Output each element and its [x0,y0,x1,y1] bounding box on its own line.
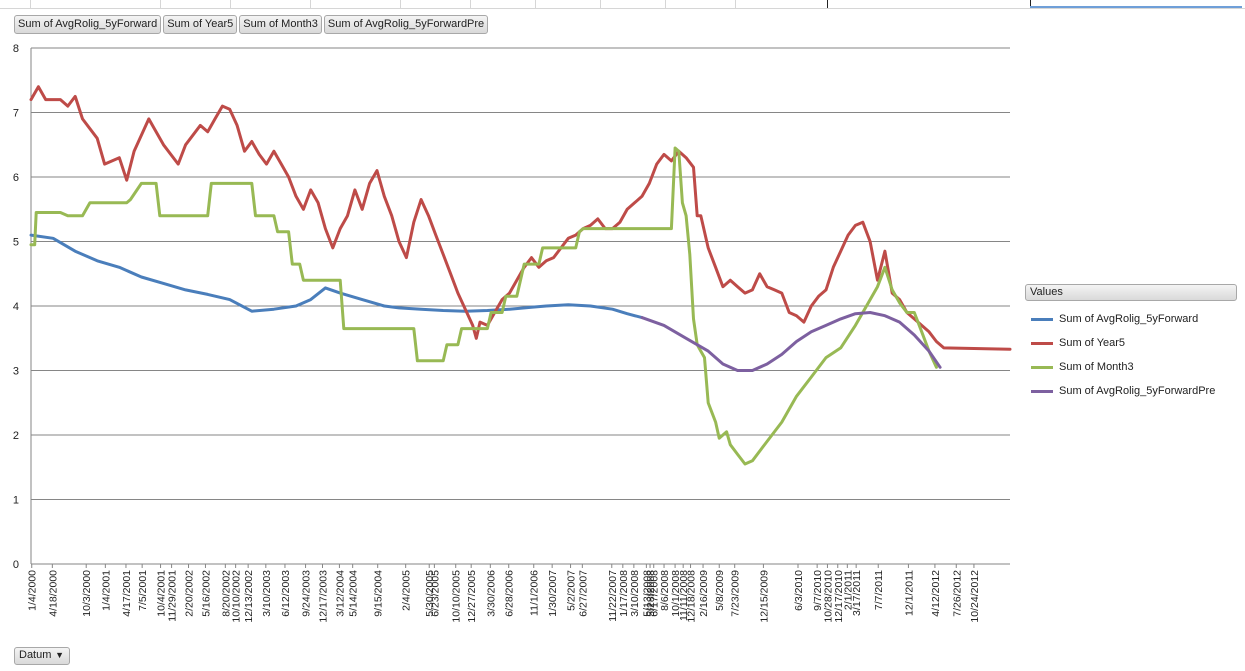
x-tick-label: 3/10/2008 [629,570,641,617]
x-tick-label: 6/28/2006 [504,570,516,617]
field-button-month3[interactable]: Sum of Month3 [239,15,322,34]
field-button-avgrolig[interactable]: Sum of AvgRolig_5yForward [14,15,162,34]
x-tick-label: 3/30/2006 [485,570,497,617]
x-tick-label: 3/10/2003 [261,570,273,617]
x-tick-label: 6/3/2010 [793,570,805,611]
x-tick-label: 11/11/2008 [678,570,690,621]
legend-label: Sum of Month3 [1059,361,1134,373]
field-button-year5[interactable]: Sum of Year5 [163,15,238,34]
x-tick-label: 10/1/2008 [670,570,682,617]
y-tick-label: 3 [13,366,19,378]
legend-label: Sum of Year5 [1059,337,1126,349]
x-tick-label: 7/23/2009 [730,570,742,617]
x-tick-label: 5/30/2005 [424,570,436,617]
x-tick-label: 3/17/2011 [851,570,863,616]
x-tick-label: 5/13/2008 [641,570,653,617]
x-tick-label: 12/15/2009 [758,570,770,623]
x-tick-label: 9/7/2010 [812,570,824,611]
x-tick-label: 2/1/2011 [842,570,854,610]
y-tick-label: 8 [13,43,19,55]
legend-swatch [1031,317,1053,321]
x-tick-label: 2/4/2005 [401,570,413,611]
legend-item: Sum of AvgRolig_5yForward [1025,307,1237,331]
x-tick-label: 1/4/2000 [27,570,39,611]
y-tick-label: 5 [13,237,19,249]
legend-swatch [1031,365,1053,369]
x-tick-label: 2/16/2009 [698,570,710,617]
x-tick-label: 5/8/2009 [714,570,726,611]
value-field-buttons: Sum of AvgRolig_5yForward Sum of Year5 S… [14,15,489,34]
x-tick-label: 7/26/2012 [951,570,963,617]
datum-label: Datum [19,649,52,661]
x-tick-label: 10/4/2001 [156,570,168,617]
y-tick-label: 2 [13,430,19,442]
x-tick-label: 4/17/2001 [121,570,133,617]
legend-item: Sum of Year5 [1025,331,1237,355]
x-tick-label: 8/20/2002 [220,570,232,617]
y-tick-label: 4 [13,301,19,313]
x-tick-label: 10/24/2012 [969,570,981,623]
dropdown-arrow-icon: ▼ [55,650,64,660]
spreadsheet-grid-strip [0,0,1245,9]
x-tick-label: 6/17/2008 [649,570,661,617]
y-tick-label: 0 [13,559,19,571]
x-tick-label: 12/1/2011 [903,570,915,616]
y-tick-label: 1 [13,495,19,507]
y-tick-label: 7 [13,108,19,120]
y-tick-label: 6 [13,172,19,184]
x-tick-label: 6/27/2007 [577,570,589,617]
x-tick-label: 10/10/2005 [451,570,463,623]
x-tick-label: 2/20/2002 [184,570,196,617]
x-tick-label: 5/28/2008 [645,570,657,617]
legend-title[interactable]: Values [1025,284,1237,301]
x-tick-label: 6/12/2003 [280,570,292,617]
legend: Values Sum of AvgRolig_5yForward Sum of … [1025,284,1237,403]
x-tick-label: 12/17/2010 [833,570,845,623]
x-tick-label: 3/12/2004 [334,570,346,617]
x-tick-label: 12/13/2002 [243,570,255,623]
legend-swatch [1031,389,1053,393]
x-tick-label: 7/5/2001 [137,570,149,611]
x-tick-label: 10/28/2010 [822,570,834,623]
x-tick-label: 4/18/2000 [47,570,59,617]
x-tick-label: 11/22/2007 [607,570,619,622]
legend-item: Sum of AvgRolig_5yForwardPre [1025,379,1237,403]
legend-swatch [1031,341,1053,345]
series-line [29,85,1012,351]
x-tick-label: 5/2/2007 [566,570,578,611]
series-line [29,146,938,466]
x-tick-label: 8/6/2008 [659,570,671,611]
legend-label: Sum of AvgRolig_5yForward [1059,313,1199,325]
x-tick-label: 5/14/2004 [348,570,360,617]
legend-label: Sum of AvgRolig_5yForwardPre [1059,385,1216,397]
x-tick-label: 6/23/2005 [429,570,441,617]
axis-field-button-datum[interactable]: Datum ▼ [14,647,70,665]
legend-item: Sum of Month3 [1025,355,1237,379]
series-line [640,311,942,372]
x-tick-label: 4/12/2012 [930,570,942,617]
field-button-avgrolig-pre[interactable]: Sum of AvgRolig_5yForwardPre [323,15,489,34]
x-tick-label: 7/7/2011 [873,570,885,610]
x-tick-label: 12/27/2005 [466,570,478,623]
x-tick-label: 1/30/2007 [547,570,559,617]
x-tick-label: 12/18/2008 [686,570,698,623]
selection-indicator [1030,6,1242,8]
x-tick-label: 11/29/2001 [167,570,179,622]
x-tick-label: 5/16/2002 [200,570,212,617]
x-tick-label: 11/1/2006 [529,570,541,616]
x-tick-label: 10/10/2002 [231,570,243,623]
x-tick-label: 12/17/2003 [317,570,329,623]
x-tick-label: 9/15/2004 [373,570,385,617]
x-tick-label: 1/17/2008 [618,570,630,617]
x-tick-label: 9/24/2003 [301,570,313,617]
x-tick-label: 10/3/2000 [81,570,93,617]
x-tick-label: 1/4/2001 [100,570,112,611]
